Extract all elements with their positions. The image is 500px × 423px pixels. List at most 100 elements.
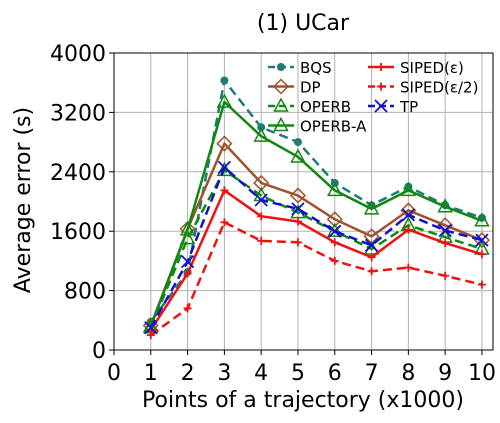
legend-label: SIPED(ε) xyxy=(400,59,464,77)
data-point xyxy=(220,218,229,227)
series-line xyxy=(149,169,483,329)
y-tick-label: 800 xyxy=(64,280,106,305)
chart-title: (1) UCar xyxy=(257,11,350,36)
data-point xyxy=(289,187,307,204)
legend-label: BQS xyxy=(300,59,332,77)
y-axis-label: Average error (s) xyxy=(11,107,36,293)
data-point xyxy=(216,135,233,152)
y-tick-label: 1600 xyxy=(50,220,106,245)
x-tick-label: 3 xyxy=(217,361,231,386)
series-line xyxy=(149,189,483,331)
data-point xyxy=(441,271,450,280)
data-point xyxy=(220,186,229,195)
series-line xyxy=(149,79,483,323)
series-tp xyxy=(144,160,489,335)
data-point xyxy=(253,127,269,142)
x-tick-label: 9 xyxy=(438,361,452,386)
legend-entry: OPERB xyxy=(268,97,351,116)
legend-marker xyxy=(272,78,290,95)
x-tick-label: 6 xyxy=(328,361,342,386)
legend-entry: SIPED(ε) xyxy=(368,59,464,77)
data-point xyxy=(293,138,302,147)
legend-label: SIPED(ε/2) xyxy=(400,79,478,97)
data-point xyxy=(477,280,486,289)
x-tick-label: 8 xyxy=(401,361,415,386)
legend-marker xyxy=(277,63,285,71)
data-point xyxy=(257,212,266,221)
data-point xyxy=(404,225,413,234)
legend-label: TP xyxy=(399,98,418,116)
data-point xyxy=(475,233,489,247)
x-axis-label: Points of a trajectory (x1000) xyxy=(142,388,464,413)
data-point xyxy=(438,223,452,238)
data-point xyxy=(363,200,380,215)
plot-frame xyxy=(113,52,494,351)
data-point xyxy=(257,236,266,245)
data-point xyxy=(293,238,302,247)
legend-entry: DP xyxy=(268,78,321,97)
data-point xyxy=(327,181,343,197)
legend-label: DP xyxy=(300,79,321,97)
data-point xyxy=(474,212,490,227)
data-point xyxy=(367,253,376,262)
series-line xyxy=(149,142,483,326)
data-point xyxy=(179,221,196,236)
legend-entry: OPERB-A xyxy=(268,116,367,136)
x-tick-label: 0 xyxy=(107,361,121,386)
data-point xyxy=(330,256,339,265)
legend-marker xyxy=(273,116,289,132)
x-tick-label: 7 xyxy=(365,361,379,386)
x-tick-label: 1 xyxy=(144,361,158,386)
data-point xyxy=(220,76,229,85)
y-axis: 0 800 1600 2400 3200 4000 xyxy=(50,42,114,364)
data-point xyxy=(330,238,339,247)
legend-label: OPERB-A xyxy=(300,118,367,136)
legend-entry: BQS xyxy=(268,59,332,77)
series-lines xyxy=(142,76,491,340)
data-point xyxy=(400,181,417,197)
y-tick-label: 4000 xyxy=(50,42,106,67)
y-tick-label: 0 xyxy=(92,339,106,364)
x-tick-label: 4 xyxy=(254,361,268,386)
data-point xyxy=(146,331,155,340)
data-point xyxy=(257,123,266,132)
legend-label: OPERB xyxy=(300,98,351,116)
series-line xyxy=(149,100,483,327)
x-tick-label: 5 xyxy=(291,361,305,386)
legend-marker xyxy=(273,97,289,112)
data-point xyxy=(144,321,158,335)
data-point xyxy=(290,148,306,163)
data-point xyxy=(441,239,450,248)
data-point xyxy=(404,263,413,272)
legend-marker xyxy=(377,63,385,71)
data-point xyxy=(216,161,233,177)
data-point xyxy=(217,160,232,174)
series-line xyxy=(149,166,483,329)
data-point xyxy=(364,238,379,252)
data-point xyxy=(254,193,268,207)
data-point xyxy=(179,220,196,238)
data-point xyxy=(291,202,305,216)
legend-marker xyxy=(377,82,385,91)
data-point xyxy=(326,211,343,228)
x-tick-label: 2 xyxy=(181,361,195,386)
data-point xyxy=(437,217,454,234)
data-point xyxy=(367,267,376,276)
legend-entry: TP xyxy=(368,98,418,116)
data-point xyxy=(327,222,343,237)
series-siped-2 xyxy=(146,218,486,340)
data-point xyxy=(477,250,486,259)
data-point xyxy=(216,93,233,108)
x-tick-label: 10 xyxy=(468,361,496,386)
data-point xyxy=(437,198,453,213)
legend-marker xyxy=(374,99,388,113)
x-axis: 0 1 2 3 4 5 6 7 8 9 10 xyxy=(107,350,496,386)
y-tick-label: 3200 xyxy=(50,101,106,126)
y-tick-label: 2400 xyxy=(50,161,106,186)
data-point xyxy=(328,224,342,238)
legend-entry: SIPED(ε/2) xyxy=(368,79,478,97)
data-point xyxy=(401,208,416,222)
data-point xyxy=(293,217,302,226)
